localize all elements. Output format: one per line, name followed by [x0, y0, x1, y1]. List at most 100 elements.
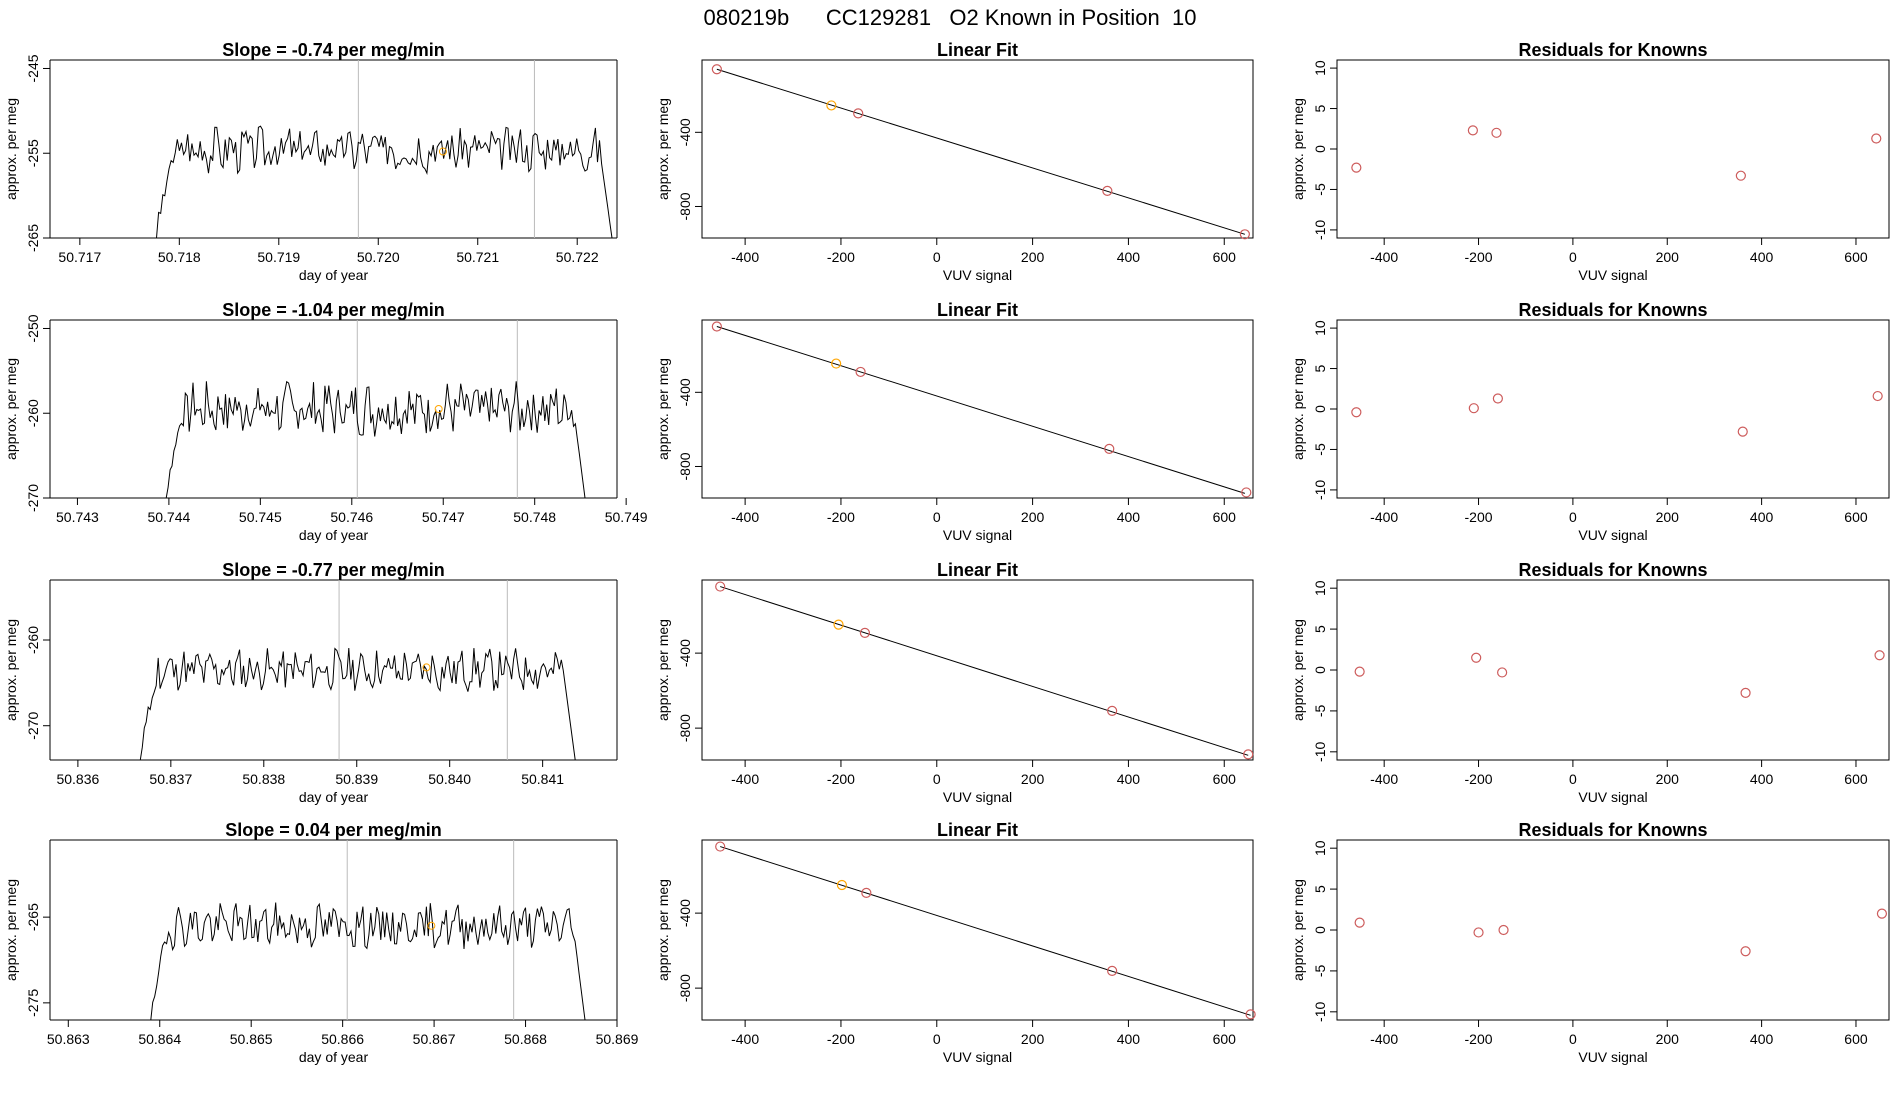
- y-tick-label: 5: [1312, 104, 1328, 112]
- highlight-point: [438, 147, 447, 156]
- x-tick-label: 400: [1750, 771, 1774, 787]
- y-tick-label: 10: [1312, 580, 1328, 596]
- x-tick-label: 50.866: [321, 1031, 364, 1047]
- residual-point: [1871, 133, 1882, 144]
- x-tick-label: -200: [1465, 249, 1493, 265]
- fit-point: [831, 358, 842, 369]
- plot-frame: [1336, 839, 1890, 1021]
- x-tick-label: 600: [1213, 771, 1237, 787]
- x-axis-label: VUV signal: [943, 1049, 1012, 1065]
- x-tick-label: 400: [1117, 509, 1141, 525]
- panel-title: Linear Fit: [937, 820, 1018, 840]
- x-axis-label: day of year: [299, 527, 369, 543]
- y-tick-label: -245: [25, 54, 41, 82]
- x-tick-label: 600: [1844, 249, 1868, 265]
- panel-title: Linear Fit: [937, 300, 1018, 320]
- residual-point: [1497, 667, 1508, 678]
- residual-point: [1467, 125, 1478, 136]
- y-tick-label: -10: [1312, 741, 1328, 761]
- fit-point: [1243, 749, 1254, 760]
- x-tick-label: 400: [1750, 1031, 1774, 1047]
- x-tick-label: 50.749: [605, 509, 648, 525]
- x-axis-label: VUV signal: [1578, 1049, 1647, 1065]
- y-tick-label: 10: [1312, 60, 1328, 76]
- panel-linear-fit-4: Linear Fit -400 -200 0 200 400 600 VUV signal -4…: [655, 820, 1256, 1065]
- x-tick-label: 600: [1844, 509, 1868, 525]
- y-tick-label: -800: [677, 974, 693, 1002]
- panel-title: Slope = -0.74 per meg/min: [222, 40, 445, 60]
- x-tick-label: 50.721: [456, 249, 499, 265]
- plot-frame: [1336, 319, 1890, 499]
- x-tick-label: 600: [1213, 1031, 1237, 1047]
- x-tick-label: 50.864: [138, 1031, 181, 1047]
- fit-point: [1239, 229, 1250, 240]
- signal-trace: [138, 647, 576, 761]
- signal-trace: [164, 380, 586, 499]
- x-axis-label: VUV signal: [1578, 789, 1647, 805]
- x-tick-label: -400: [731, 509, 759, 525]
- residual-point: [1351, 162, 1362, 173]
- residual-point: [1468, 403, 1479, 414]
- y-axis-label: approx. per meg: [3, 879, 19, 981]
- x-tick-label: 50.719: [257, 249, 300, 265]
- y-axis-label: approx. per meg: [3, 358, 19, 460]
- x-tick-label: -200: [827, 509, 855, 525]
- y-axis-label: approx. per meg: [3, 619, 19, 721]
- y-axis-label: approx. per meg: [655, 879, 671, 981]
- residual-point: [1354, 666, 1365, 677]
- x-tick-label: 600: [1213, 249, 1237, 265]
- x-tick-label: 50.743: [56, 509, 99, 525]
- x-tick-label: 200: [1656, 771, 1680, 787]
- residual-point: [1473, 927, 1484, 938]
- fit-line: [720, 586, 1249, 756]
- y-tick-label: 5: [1312, 364, 1328, 372]
- x-tick-label: 50.839: [335, 771, 378, 787]
- plot-frame: [1336, 59, 1890, 239]
- y-tick-label: -10: [1312, 1001, 1328, 1021]
- fit-point: [855, 366, 866, 378]
- highlight-point: [434, 405, 443, 413]
- x-tick-label: 50.718: [158, 249, 201, 265]
- x-tick-label: 400: [1750, 509, 1774, 525]
- x-axis-label: day of year: [299, 267, 369, 283]
- panel-trace-3: Slope = -0.77 per meg/min 50.836 50.837 50.…: [3, 560, 618, 805]
- x-tick-label: 50.748: [513, 509, 556, 525]
- residual-point: [1471, 652, 1482, 663]
- fit-point: [833, 619, 844, 630]
- highlight-point: [422, 663, 431, 672]
- x-tick-label: -400: [1370, 1031, 1398, 1047]
- x-tick-label: 400: [1117, 249, 1141, 265]
- fit-point: [1107, 965, 1118, 976]
- panel-title: Residuals for Knowns: [1518, 560, 1707, 580]
- y-tick-label: -265: [25, 903, 41, 931]
- y-axis-label: approx. per meg: [3, 98, 19, 200]
- fit-point: [1245, 1009, 1256, 1020]
- x-tick-label: -200: [827, 249, 855, 265]
- x-tick-label: 0: [1569, 509, 1577, 525]
- x-tick-label: 50.745: [239, 509, 282, 525]
- y-tick-label: 10: [1312, 320, 1328, 336]
- panel-residuals-2: Residuals for Knowns -400 -200 0 200 400 600 VU…: [1290, 300, 1890, 543]
- y-tick-label: -260: [25, 399, 41, 427]
- y-tick-label: -270: [25, 484, 41, 512]
- x-tick-label: 200: [1656, 249, 1680, 265]
- x-tick-label: -200: [827, 1031, 855, 1047]
- x-tick-label: 600: [1844, 1031, 1868, 1047]
- residual-point: [1740, 946, 1751, 957]
- residual-point: [1492, 393, 1503, 404]
- y-axis-label: approx. per meg: [1290, 619, 1306, 721]
- y-axis-label: approx. per meg: [1290, 879, 1306, 981]
- panel-trace-4: Slope = 0.04 per meg/min 50.863 50.864 50.8…: [3, 820, 639, 1065]
- y-tick-label: -250: [25, 314, 41, 342]
- x-tick-label: 0: [933, 509, 941, 525]
- residual-point: [1491, 127, 1502, 138]
- panel-linear-fit-1: Linear Fit -400 -200 0 200 400 600 VUV signal -4…: [655, 40, 1254, 283]
- residual-point: [1735, 170, 1746, 181]
- y-tick-label: -260: [25, 626, 41, 654]
- panel-residuals-4: Residuals for Knowns -400 -200 0 200 400 600 VU…: [1290, 820, 1890, 1065]
- y-tick-label: 0: [1312, 405, 1328, 413]
- panel-title: Slope = -0.77 per meg/min: [222, 560, 445, 580]
- x-axis-label: VUV signal: [943, 527, 1012, 543]
- y-tick-label: 5: [1312, 625, 1328, 633]
- plot-frame: [701, 579, 1254, 761]
